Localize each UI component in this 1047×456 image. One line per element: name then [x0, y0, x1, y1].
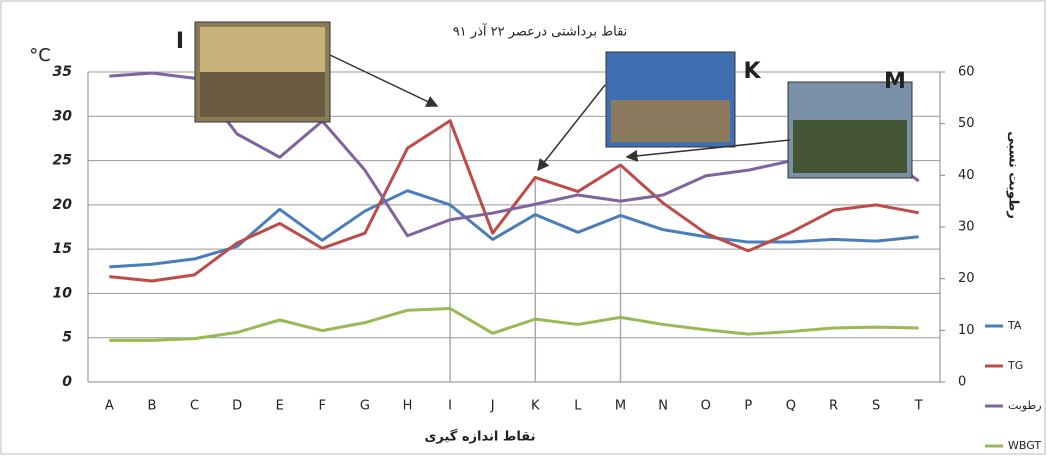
- legend-label: WBGT: [1008, 439, 1041, 452]
- series-line: [109, 119, 919, 283]
- x-tick-label: L: [574, 399, 582, 414]
- y-tick-label: 35: [53, 64, 73, 80]
- x-axis-label: نقاط اندازه گیری: [424, 429, 535, 445]
- x-tick-label: A: [105, 399, 114, 414]
- x-tick-label: N: [658, 399, 668, 414]
- series-line: [109, 306, 919, 342]
- x-tick-label: G: [360, 399, 370, 414]
- arrow: [537, 84, 606, 172]
- legend-label: رطوبت: [1008, 399, 1042, 412]
- y-tick-label: 25: [53, 153, 73, 169]
- x-tick-label: K: [531, 399, 540, 414]
- x-tick-label: H: [403, 399, 413, 414]
- chart-title: نقاط برداشتی درعصر ۲۲ آذر ۹۱: [453, 23, 628, 40]
- y-axis-label: °C: [29, 45, 51, 66]
- arrow: [329, 54, 439, 107]
- y2-tick-label: 60: [958, 65, 975, 80]
- x-tick-label: R: [829, 399, 838, 414]
- annotation: I: [176, 29, 184, 54]
- photo: [787, 81, 913, 179]
- y2-tick-label: 50: [958, 116, 975, 131]
- legend-label: TA: [1007, 319, 1022, 332]
- y2-axis-label: رطوبت نسبی: [1006, 131, 1021, 219]
- y-tick-label: 30: [53, 108, 73, 124]
- annotation: K: [743, 59, 761, 84]
- x-tick-label: E: [276, 399, 284, 414]
- x-tick-label: I: [448, 399, 452, 414]
- y2-tick-label: 30: [958, 220, 975, 235]
- y-tick-label: 5: [62, 330, 72, 346]
- x-tick-label: C: [190, 399, 199, 414]
- series-line: [109, 71, 920, 238]
- x-tick-label: F: [319, 399, 326, 414]
- arrow: [625, 139, 791, 162]
- x-tick-label: O: [701, 399, 711, 414]
- photo: [194, 21, 331, 123]
- x-tick-label: B: [147, 399, 156, 414]
- y-tick-label: 10: [53, 285, 73, 301]
- annotation: M: [884, 69, 906, 94]
- photos: [194, 21, 913, 179]
- photo: [605, 51, 736, 148]
- y-tick-label: 15: [53, 241, 73, 257]
- arrows: [329, 54, 791, 172]
- legend-label: TG: [1007, 359, 1023, 372]
- x-tick-label: M: [615, 399, 626, 414]
- x-tick-label: D: [232, 399, 242, 414]
- x-tick-label: Q: [786, 399, 796, 414]
- y2-tick-label: 40: [958, 168, 975, 183]
- y2-tick-label: 0: [958, 375, 966, 390]
- x-tick-label: J: [490, 399, 495, 414]
- x-tick-label: S: [872, 399, 880, 414]
- y-tick-label: 0: [62, 374, 72, 390]
- y2-tick-label: 20: [958, 271, 975, 286]
- x-tick-label: P: [744, 399, 752, 414]
- y2-tick-label: 10: [958, 323, 975, 338]
- y-tick-label: 20: [53, 197, 73, 213]
- x-tick-label: T: [914, 399, 923, 414]
